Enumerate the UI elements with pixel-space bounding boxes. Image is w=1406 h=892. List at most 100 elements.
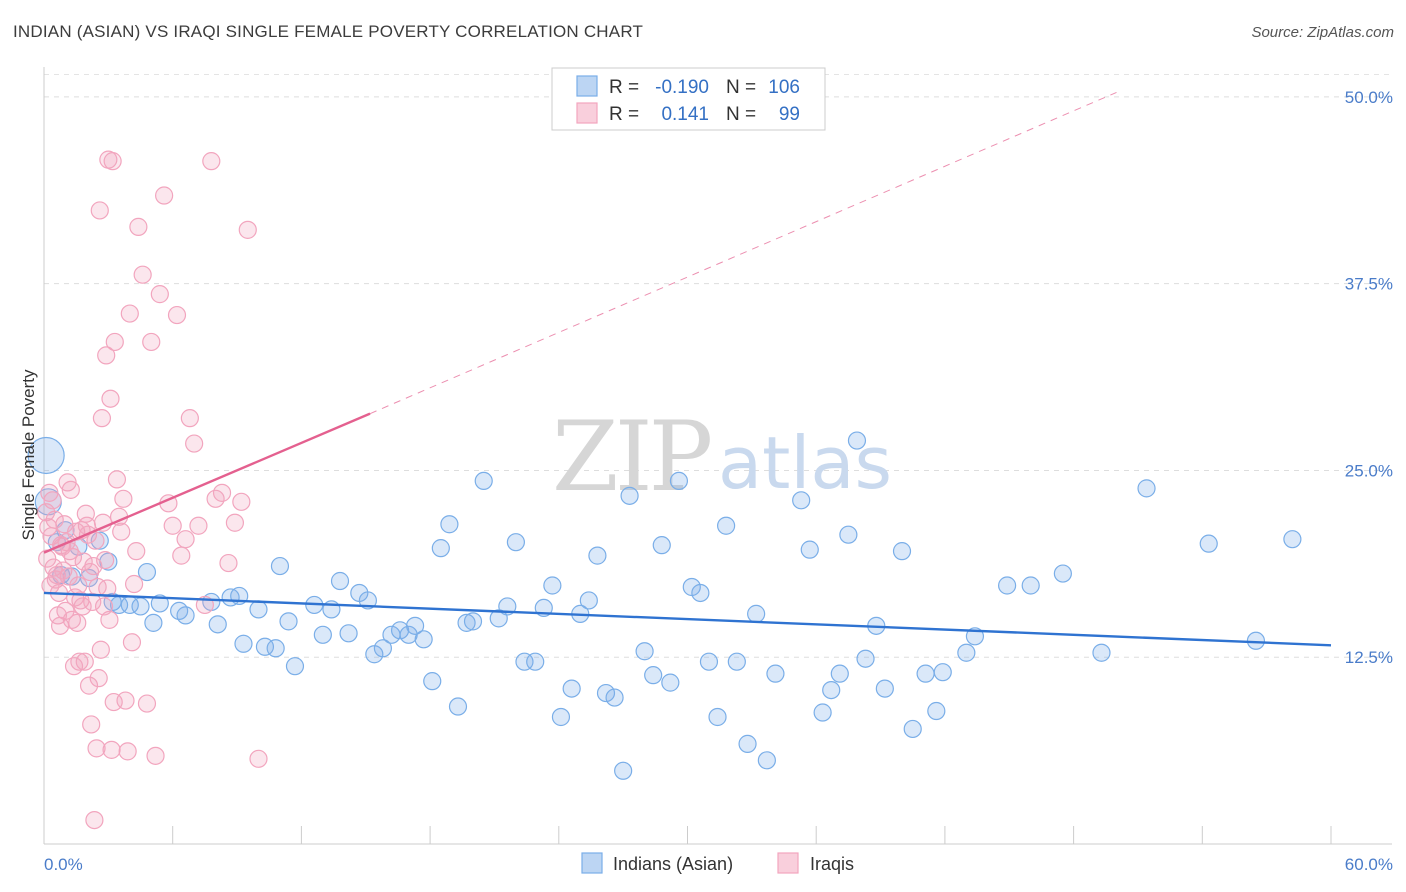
indian-point [266,639,285,658]
indian-point [957,643,976,662]
legend-n-value-2: 99 [779,104,800,125]
x-tick-label-min: 0.0% [44,855,83,874]
indian-point [588,546,607,565]
iraqi-point [70,652,89,671]
iraqi-point [63,548,83,567]
indian-point [892,542,912,561]
iraqi-point [189,516,208,535]
indian-point [596,683,616,703]
indian-point [1283,530,1302,549]
indian-point [998,576,1017,595]
iraqi-point [90,201,109,220]
indian-point [249,600,268,619]
iraqi-point [89,669,108,688]
indian-point [644,666,663,685]
indian-point [515,652,534,671]
iraqi-point [86,531,105,550]
indian-point [766,664,785,683]
indian-point [800,540,819,559]
indian-point [285,657,305,676]
data-points [27,150,1302,830]
indian-point [708,707,727,727]
y-tick-label: 25.0% [1345,461,1393,480]
indian-point [176,606,195,625]
indian-point [839,525,858,544]
iraqi-point [120,304,139,323]
indian-point [399,625,418,644]
iraqi-point [87,739,106,758]
y-tick-label: 12.5% [1345,648,1393,667]
iraqi-point [94,597,114,616]
indian-point [457,613,476,632]
indian-point [339,624,358,643]
legend-n-label-1: N = [726,77,756,98]
iraqi-point [202,152,221,171]
source-label: Source: ZipAtlas.com [1251,24,1394,41]
legend-r-value-1: -0.190 [655,77,709,98]
iraqi-point [124,574,144,594]
indian-point [927,701,946,721]
indian-point [933,663,952,682]
indian-point [856,649,875,668]
iraqi-point [103,152,122,171]
indian-point [448,697,468,716]
indian-point [543,576,562,595]
indian-point [903,719,922,739]
iraqi-trend-line [43,412,371,554]
indian-point [813,703,832,722]
indian-point [270,556,290,576]
iraqi-point [146,746,165,765]
indian-point [1092,643,1111,662]
indian-point [150,594,169,613]
indian-point [1021,576,1040,595]
iraqi-point [122,633,142,652]
iraqi-point [101,389,120,408]
iraqi-point [129,217,148,236]
indian-point [792,491,811,510]
iraqi-point [75,652,94,671]
legend-n-label-2: N = [726,104,756,125]
iraqi-point [62,610,81,629]
indian-point [699,652,719,671]
iraqi-point [55,515,74,534]
iraqi-point [118,742,137,761]
indian-point [373,639,393,658]
indian-point [137,562,157,582]
indian-point [579,591,598,610]
iraqi-point [172,546,191,565]
iraqi-point [100,610,119,629]
y-tick-labels: 12.5% 25.0% 37.5% 50.0% [1345,88,1393,667]
indian-point [27,436,65,475]
indian-point [562,679,581,698]
iraqi-point [96,550,115,570]
stats-legend: R = -0.190 N = 106 R = 0.141 N = 99 [551,67,826,131]
legend-r-label-1: R = [609,77,639,98]
indian-point [358,591,377,610]
iraqi-point [225,513,245,532]
y-tick-label: 50.0% [1345,88,1393,107]
legend-swatch-indians [576,75,598,97]
iraqi-point [150,285,169,304]
iraqi-point [81,562,100,582]
iraqi-point [85,810,104,830]
iraqi-trend-extension [369,91,1117,415]
indian-point [635,642,654,661]
iraqi-point [83,592,102,612]
indian-point [747,604,766,623]
iraqi-point [102,740,121,759]
iraqi-point [66,588,85,607]
iraqi-point [105,332,124,352]
iraqi-point [61,480,80,499]
iraqi-point [40,483,59,502]
iraqi-point [114,489,133,508]
watermark-zip: ZIP [552,401,711,513]
indian-point [144,613,163,632]
indian-point [463,612,483,631]
indian-point [830,664,849,683]
iraqi-point [142,332,161,352]
x-tick-label-max: 60.0% [1345,855,1393,874]
iraqi-point [59,567,78,586]
y-tick-label: 37.5% [1345,275,1393,294]
legend-swatch-iraqis [576,102,598,124]
iraqi-point [219,553,238,573]
